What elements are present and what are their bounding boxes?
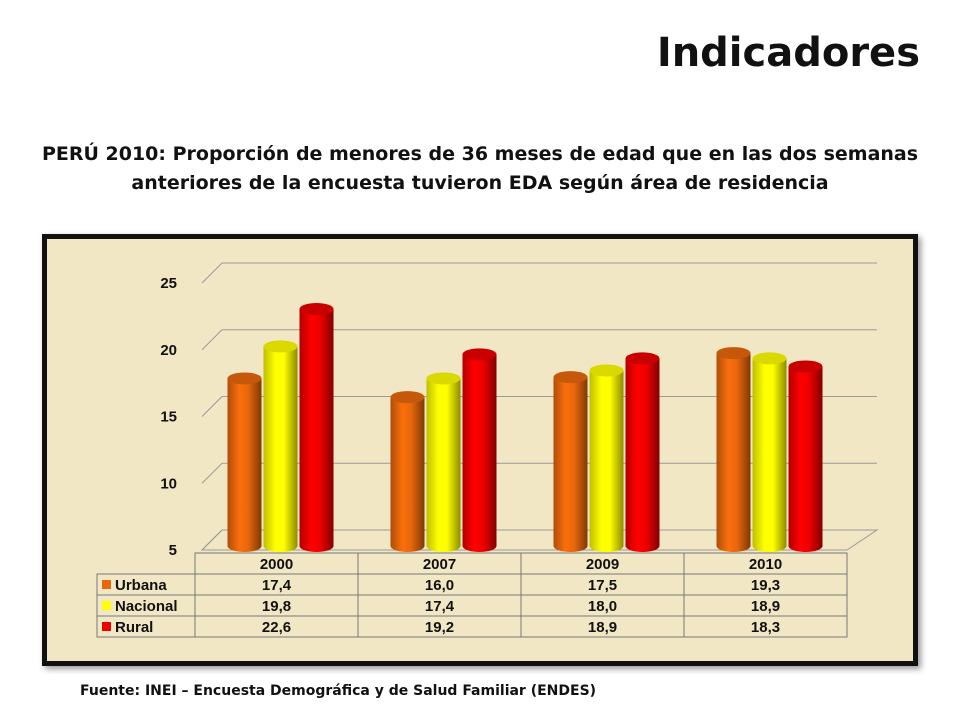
bar-body [299, 309, 334, 552]
bar-top [263, 340, 298, 353]
bar-urbana-2010 [716, 347, 751, 552]
bar-top [716, 347, 751, 360]
legend-label: Rural [115, 619, 153, 636]
bar-top [553, 371, 588, 384]
bar-top [589, 364, 624, 377]
data-label: 18,9 [588, 619, 617, 636]
x-tick-label: 2000 [260, 556, 293, 573]
bar-body [788, 366, 823, 552]
bar-top [788, 360, 823, 373]
y-tick-label: 25 [160, 275, 177, 292]
chart-title-line-2: anteriores de la encuesta tuvieron EDA s… [131, 172, 829, 194]
data-label: 17,4 [262, 577, 292, 594]
bar-body [752, 358, 787, 552]
bar-nacional-2000 [263, 340, 298, 552]
bar-rural-2000 [299, 303, 334, 552]
data-label: 17,5 [588, 577, 617, 594]
legend-label: Urbana [115, 577, 167, 594]
data-label: 19,2 [425, 619, 454, 636]
bar-rural-2010 [788, 360, 823, 552]
chart-title: PERÚ 2010: Proporción de menores de 36 m… [40, 140, 920, 198]
x-tick-label: 2007 [423, 556, 456, 573]
bar-body [589, 370, 624, 552]
x-tick-label: 2010 [749, 556, 782, 573]
y-tick-label: 20 [160, 342, 177, 359]
data-label: 17,4 [425, 598, 455, 615]
data-label: 19,3 [751, 577, 780, 594]
bar-body [227, 378, 262, 552]
data-label: 18,3 [751, 619, 780, 636]
bar-nacional-2010 [752, 352, 787, 552]
slide-title: Indicadores [656, 30, 920, 76]
source-note: Fuente: INEI – Encuesta Demográfica y de… [80, 683, 597, 699]
data-label: 16,0 [425, 577, 454, 594]
bar-rural-2007 [462, 348, 497, 552]
gridline-side [201, 262, 223, 284]
bar-body [426, 378, 461, 552]
bar-body [553, 377, 588, 552]
bar-rural-2009 [625, 352, 660, 552]
data-label: 19,8 [262, 598, 291, 615]
legend-key-rural [102, 622, 111, 631]
x-tick-label: 2009 [586, 556, 619, 573]
data-label: 18,9 [751, 598, 780, 615]
bar-top [462, 348, 497, 361]
gridline-side [201, 329, 223, 351]
legend-key-urbana [102, 580, 111, 589]
gridline-side [201, 462, 223, 484]
bar-top [752, 352, 787, 365]
bar-top [299, 303, 334, 316]
chart-frame: 5 10 15 20 25 2000 2007 2009 2010 Urbana 17,4 16,0 1… [42, 234, 918, 666]
chart-title-line-1: PERÚ 2010: Proporción de menores de 36 m… [41, 143, 919, 165]
bar-body [263, 346, 298, 552]
data-label: 18,0 [588, 598, 617, 615]
y-tick-label: 10 [160, 475, 177, 492]
bar-top [625, 352, 660, 365]
data-label: 22,6 [262, 619, 291, 636]
y-tick-label: 5 [169, 542, 177, 559]
gridline-side [201, 396, 223, 417]
bar-body [390, 397, 425, 552]
y-tick-label: 15 [160, 409, 177, 426]
bar-top [227, 372, 262, 385]
table-body [96, 573, 848, 638]
bar-urbana-2000 [227, 372, 262, 552]
bar-urbana-2009 [553, 371, 588, 552]
bar-nacional-2007 [426, 372, 461, 552]
bar-urbana-2007 [390, 391, 425, 552]
bar-body [716, 353, 751, 552]
legend-key-nacional [102, 601, 111, 610]
chart-svg: 5 10 15 20 25 2000 2007 2009 2010 Urbana 17,4 16,0 1… [96, 262, 879, 638]
bar-top [390, 391, 425, 404]
bar-nacional-2009 [589, 364, 624, 552]
bar-body [462, 354, 497, 552]
bar-top [426, 372, 461, 385]
legend-label: Nacional [115, 598, 178, 615]
bar-body [625, 358, 660, 552]
